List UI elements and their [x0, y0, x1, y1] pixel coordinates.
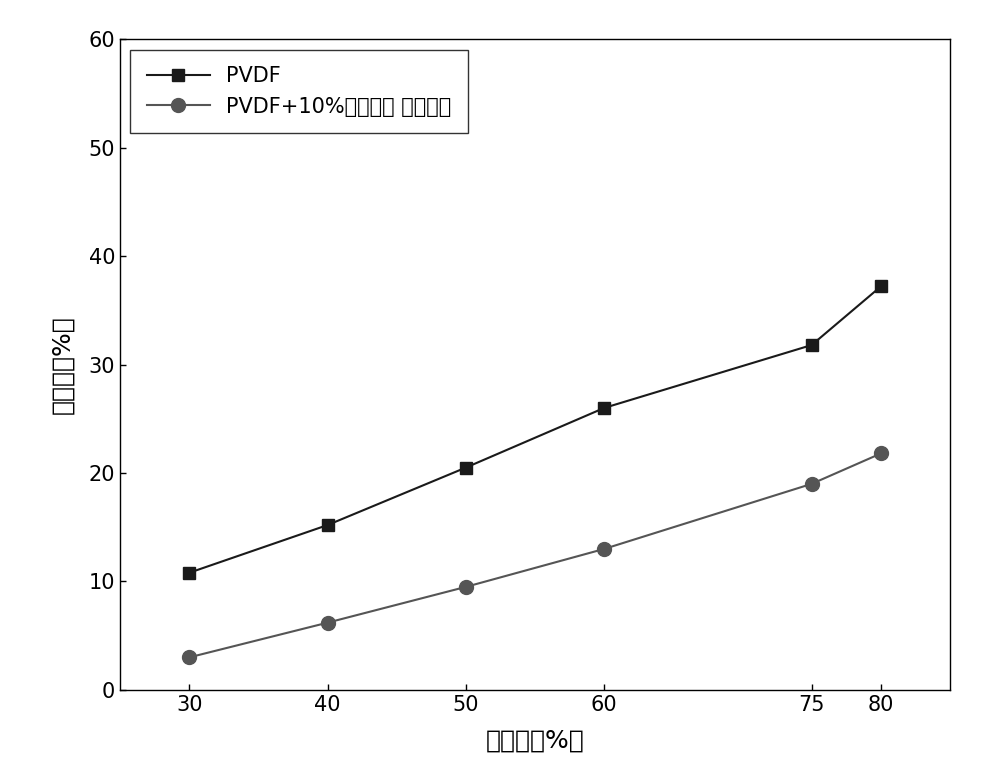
- Y-axis label: 溶胀率（%）: 溶胀率（%）: [51, 315, 75, 414]
- PVDF: [806, 340, 818, 350]
- PVDF+10%中空介孔 二氧化硅: [183, 652, 195, 662]
- PVDF+10%中空介孔 二氧化硅: [322, 618, 334, 627]
- PVDF+10%中空介孔 二氧化硅: [875, 448, 887, 458]
- PVDF: [875, 281, 887, 291]
- PVDF+10%中空介孔 二氧化硅: [460, 583, 472, 592]
- PVDF: [460, 463, 472, 472]
- Line: PVDF: PVDF: [183, 280, 887, 579]
- PVDF+10%中空介孔 二氧化硅: [806, 479, 818, 488]
- PVDF+10%中空介孔 二氧化硅: [598, 544, 610, 554]
- X-axis label: 吸液率（%）: 吸液率（%）: [486, 728, 584, 753]
- PVDF: [183, 568, 195, 578]
- Legend: PVDF, PVDF+10%中空介孔 二氧化硅: PVDF, PVDF+10%中空介孔 二氧化硅: [130, 49, 468, 133]
- Line: PVDF+10%中空介孔 二氧化硅: PVDF+10%中空介孔 二氧化硅: [182, 447, 888, 664]
- PVDF: [322, 521, 334, 530]
- PVDF: [598, 403, 610, 412]
